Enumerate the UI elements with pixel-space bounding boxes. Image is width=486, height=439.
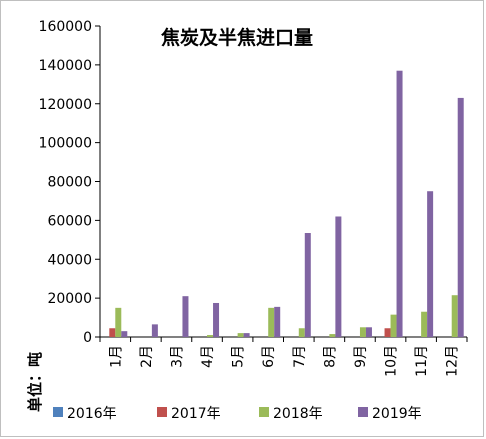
x-tick-label: 11月 [414, 345, 430, 377]
bar-2018年-9月 [359, 327, 366, 337]
y-axis: 0 20000 40000 60000 80000 100000 120000 140000 1… [39, 19, 101, 346]
x-tick-label: 8月 [322, 345, 338, 368]
bars [109, 70, 464, 338]
legend-label: 2016年 [67, 406, 117, 422]
bar-2019年-11月 [427, 191, 434, 337]
legend: 2016年 2017年 2018年 2019年 [53, 406, 422, 422]
y-tick-label: 120000 [39, 97, 92, 113]
y-tick-label: 60000 [47, 213, 92, 229]
bar-2019年-3月 [182, 296, 189, 337]
bar-2018年-8月 [329, 334, 336, 337]
legend-swatch [157, 407, 167, 417]
bar-2018年-4月 [207, 335, 214, 337]
y-tick-label: 40000 [47, 252, 92, 268]
bar-2017年-10月 [384, 328, 391, 337]
x-tick-label: 9月 [353, 345, 369, 368]
x-tick-label: 4月 [200, 345, 216, 368]
y-tick-label: 20000 [47, 291, 92, 307]
bar-2019年-1月 [121, 331, 128, 337]
x-axis: 1月 2月 3月 4月 5月 6月 7月 8月 9月 10月 11月 12月 [99, 336, 468, 377]
y-tick-label: 100000 [39, 136, 92, 152]
legend-label: 2017年 [171, 406, 221, 422]
bar-2019年-5月 [243, 333, 250, 337]
legend-swatch [53, 407, 63, 417]
bar-2018年-12月 [451, 295, 458, 337]
bar-2019年-12月 [457, 97, 464, 337]
legend-swatch [259, 407, 269, 417]
bar-2018年-6月 [268, 307, 275, 337]
legend-swatch [358, 407, 368, 417]
bar-2019年-6月 [274, 306, 281, 337]
x-tick-label: 3月 [169, 345, 185, 368]
bar-2019年-4月 [213, 302, 220, 337]
y-tick-label: 80000 [47, 175, 92, 191]
legend-label: 2019年 [372, 406, 422, 422]
x-tick-label: 6月 [261, 345, 277, 368]
bar-2018年-10月 [390, 314, 397, 337]
x-tick-label: 12月 [445, 345, 461, 377]
bar-2019年-2月 [151, 324, 158, 337]
chart-title: 焦炭及半焦进口量 [160, 26, 313, 49]
bar-2019年-8月 [335, 216, 342, 337]
bar-2018年-11月 [421, 311, 428, 337]
legend-label: 2018年 [273, 406, 323, 422]
y-tick-label: 160000 [39, 19, 92, 35]
bar-2018年-1月 [115, 307, 122, 337]
bar-2017年-1月 [109, 328, 116, 337]
bar-2018年-7月 [298, 328, 305, 337]
bar-2018年-5月 [237, 333, 244, 337]
bar-2019年-9月 [365, 327, 372, 337]
x-tick-label: 2月 [139, 345, 155, 368]
bar-2019年-10月 [396, 70, 403, 338]
y-tick-label: 0 [83, 330, 92, 346]
y-axis-unit-label: 单位：吨 [26, 352, 44, 412]
x-tick-label: 1月 [108, 345, 124, 368]
y-tick-label: 140000 [39, 58, 92, 74]
bar-2019年-7月 [304, 233, 311, 337]
x-tick-label: 7月 [292, 345, 308, 368]
x-tick-label: 5月 [231, 345, 247, 368]
x-tick-label: 10月 [384, 345, 400, 377]
